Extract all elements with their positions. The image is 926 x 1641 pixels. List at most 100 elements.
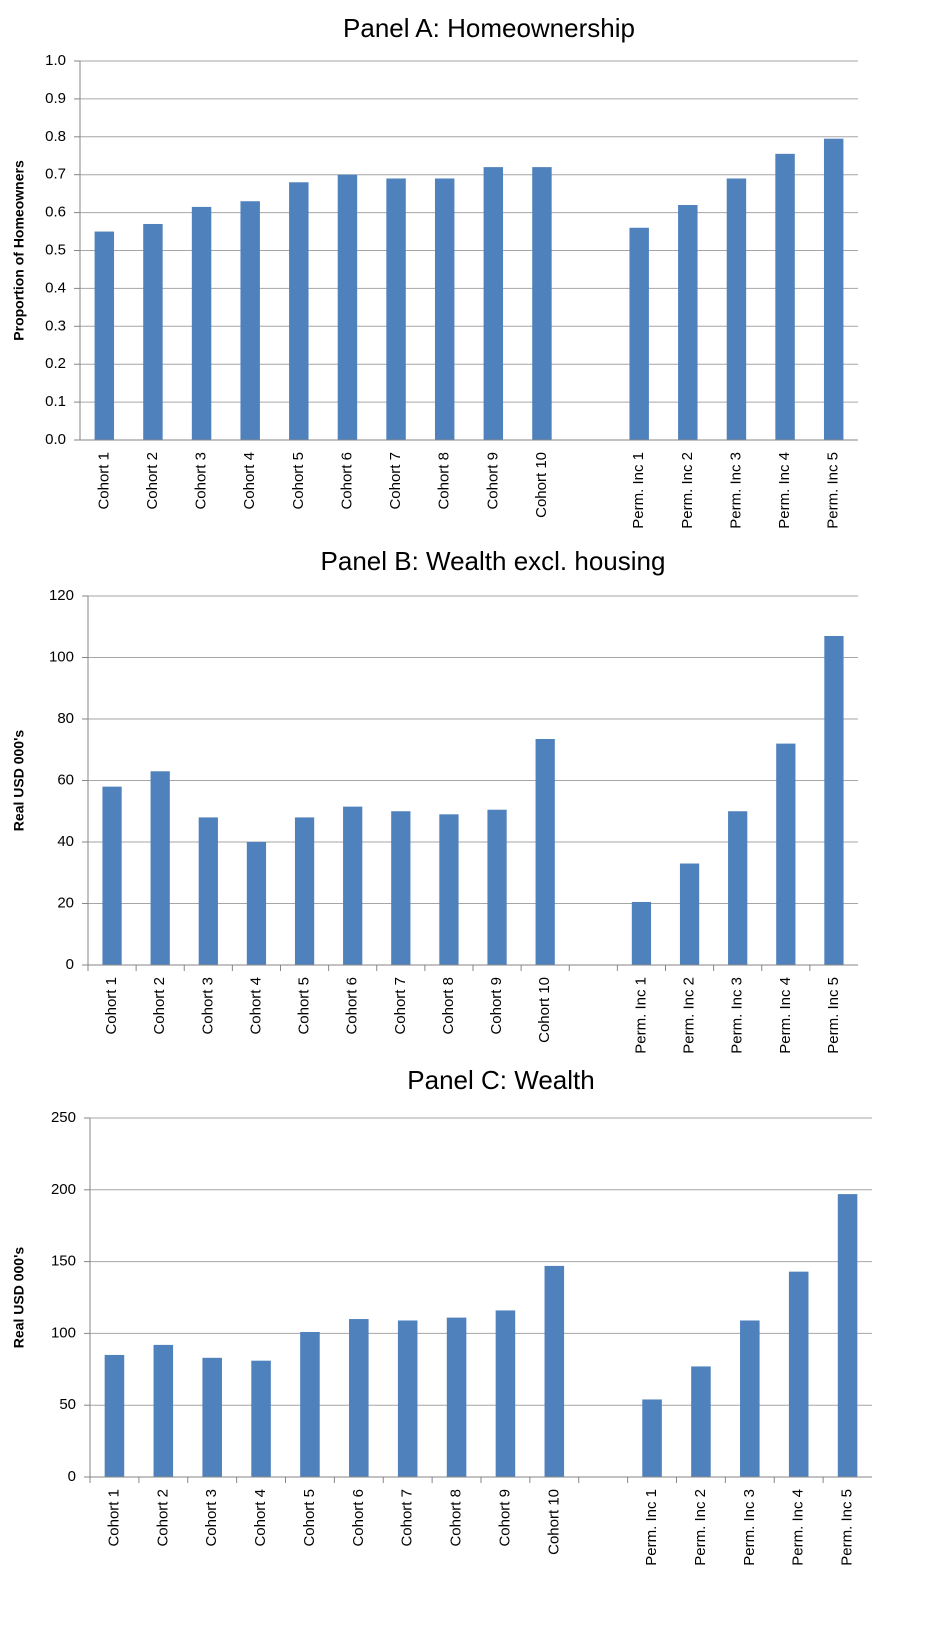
x-tick-label: Perm. Inc 1: [632, 977, 649, 1054]
bar: [629, 227, 649, 440]
x-tick-label: Perm. Inc 5: [825, 977, 842, 1054]
bar: [104, 1354, 125, 1477]
y-tick-label: 0.0: [45, 431, 66, 448]
bar: [143, 223, 163, 440]
chart-title: Panel B: Wealth excl. housing: [321, 546, 666, 576]
x-tick-label: Cohort 3: [199, 977, 216, 1035]
y-tick-label: 0.9: [45, 90, 66, 107]
x-tick-label: Perm. Inc 2: [692, 1489, 709, 1566]
bar: [300, 1331, 320, 1477]
bar: [535, 738, 555, 965]
bar: [289, 182, 309, 440]
x-tick-label: Cohort 4: [241, 452, 258, 510]
x-tick-label: Cohort 9: [488, 977, 505, 1035]
x-tick-label: Perm. Inc 2: [679, 452, 696, 529]
y-tick-label: 150: [51, 1253, 76, 1270]
y-tick-label: 120: [49, 587, 74, 604]
bar: [679, 863, 700, 965]
x-tick-label: Cohort 5: [301, 1489, 318, 1547]
bar: [337, 174, 358, 440]
x-tick-label: Cohort 3: [193, 452, 210, 510]
x-tick-label: Perm. Inc 4: [776, 452, 793, 529]
x-tick-label: Perm. Inc 1: [643, 1489, 660, 1566]
bar: [532, 167, 552, 440]
y-tick-label: 0.8: [45, 128, 66, 145]
x-tick-label: Cohort 1: [105, 1489, 122, 1547]
bar: [198, 817, 218, 965]
y-axis-label: Real USD 000's: [11, 1247, 27, 1349]
bar: [397, 1320, 418, 1477]
y-axis-label: Real USD 000's: [11, 730, 27, 832]
x-tick-label: Cohort 2: [151, 977, 168, 1035]
bar: [202, 1357, 222, 1477]
bar: [251, 1360, 271, 1477]
bar: [775, 153, 795, 441]
bar: [824, 635, 844, 965]
bar: [294, 817, 315, 965]
bar: [837, 1194, 858, 1477]
y-tick-label: 50: [59, 1396, 76, 1413]
y-tick-label: 0.6: [45, 204, 66, 221]
x-tick-label: Cohort 7: [392, 977, 409, 1035]
y-tick-label: 0: [68, 1468, 76, 1485]
x-tick-label: Perm. Inc 3: [727, 452, 744, 529]
x-tick-label: Cohort 6: [344, 977, 361, 1035]
x-tick-label: Perm. Inc 5: [839, 1489, 856, 1566]
x-tick-label: Cohort 8: [440, 977, 457, 1035]
bar: [439, 814, 459, 965]
bar: [487, 809, 507, 965]
x-tick-label: Cohort 9: [484, 452, 501, 510]
y-tick-label: 20: [57, 894, 74, 911]
x-tick-label: Perm. Inc 4: [790, 1489, 807, 1566]
x-tick-label: Cohort 6: [350, 1489, 367, 1547]
bar: [495, 1310, 516, 1477]
bar: [728, 811, 748, 965]
bar: [446, 1317, 467, 1477]
bar: [691, 1366, 711, 1477]
y-tick-label: 100: [49, 648, 74, 665]
x-tick-label: Cohort 4: [252, 1489, 269, 1547]
y-axis-label: Proportion of Homeowners: [11, 160, 27, 341]
bar: [386, 178, 406, 441]
y-tick-label: 0.5: [45, 241, 66, 258]
x-tick-label: Cohort 2: [154, 1489, 171, 1547]
bar: [642, 1399, 662, 1477]
y-tick-label: 60: [57, 771, 74, 788]
y-tick-label: 80: [57, 710, 74, 727]
x-tick-label: Cohort 10: [533, 452, 550, 518]
y-tick-label: 250: [51, 1109, 76, 1126]
x-tick-label: Perm. Inc 3: [741, 1489, 758, 1566]
bar: [631, 901, 652, 965]
x-tick-label: Perm. Inc 5: [825, 452, 842, 529]
x-tick-label: Cohort 5: [290, 452, 307, 510]
x-tick-label: Cohort 5: [296, 977, 313, 1035]
bar: [102, 786, 122, 965]
x-tick-label: Cohort 2: [144, 452, 161, 510]
x-tick-label: Cohort 10: [536, 977, 553, 1043]
bar: [191, 206, 212, 440]
bar: [544, 1265, 565, 1477]
y-tick-label: 0.7: [45, 166, 66, 183]
chart-title: Panel C: Wealth: [407, 1065, 594, 1095]
y-tick-label: 100: [51, 1324, 76, 1341]
x-tick-label: Cohort 1: [103, 977, 120, 1035]
bar: [434, 178, 455, 441]
bar: [246, 842, 267, 965]
chart-title: Panel A: Homeownership: [343, 13, 635, 43]
bar: [823, 138, 844, 440]
x-tick-label: Perm. Inc 1: [630, 452, 647, 529]
bar: [788, 1271, 809, 1477]
bar: [483, 167, 504, 440]
x-tick-label: Cohort 1: [95, 452, 112, 510]
bar: [150, 771, 170, 965]
x-tick-label: Cohort 9: [496, 1489, 513, 1547]
bar: [391, 811, 411, 965]
x-tick-label: Cohort 8: [436, 452, 453, 510]
x-tick-label: Cohort 8: [448, 1489, 465, 1547]
y-tick-label: 0.3: [45, 317, 66, 334]
bar: [94, 231, 115, 440]
x-tick-label: Perm. Inc 2: [681, 977, 698, 1054]
bar: [240, 201, 260, 440]
x-tick-label: Cohort 7: [399, 1489, 416, 1547]
